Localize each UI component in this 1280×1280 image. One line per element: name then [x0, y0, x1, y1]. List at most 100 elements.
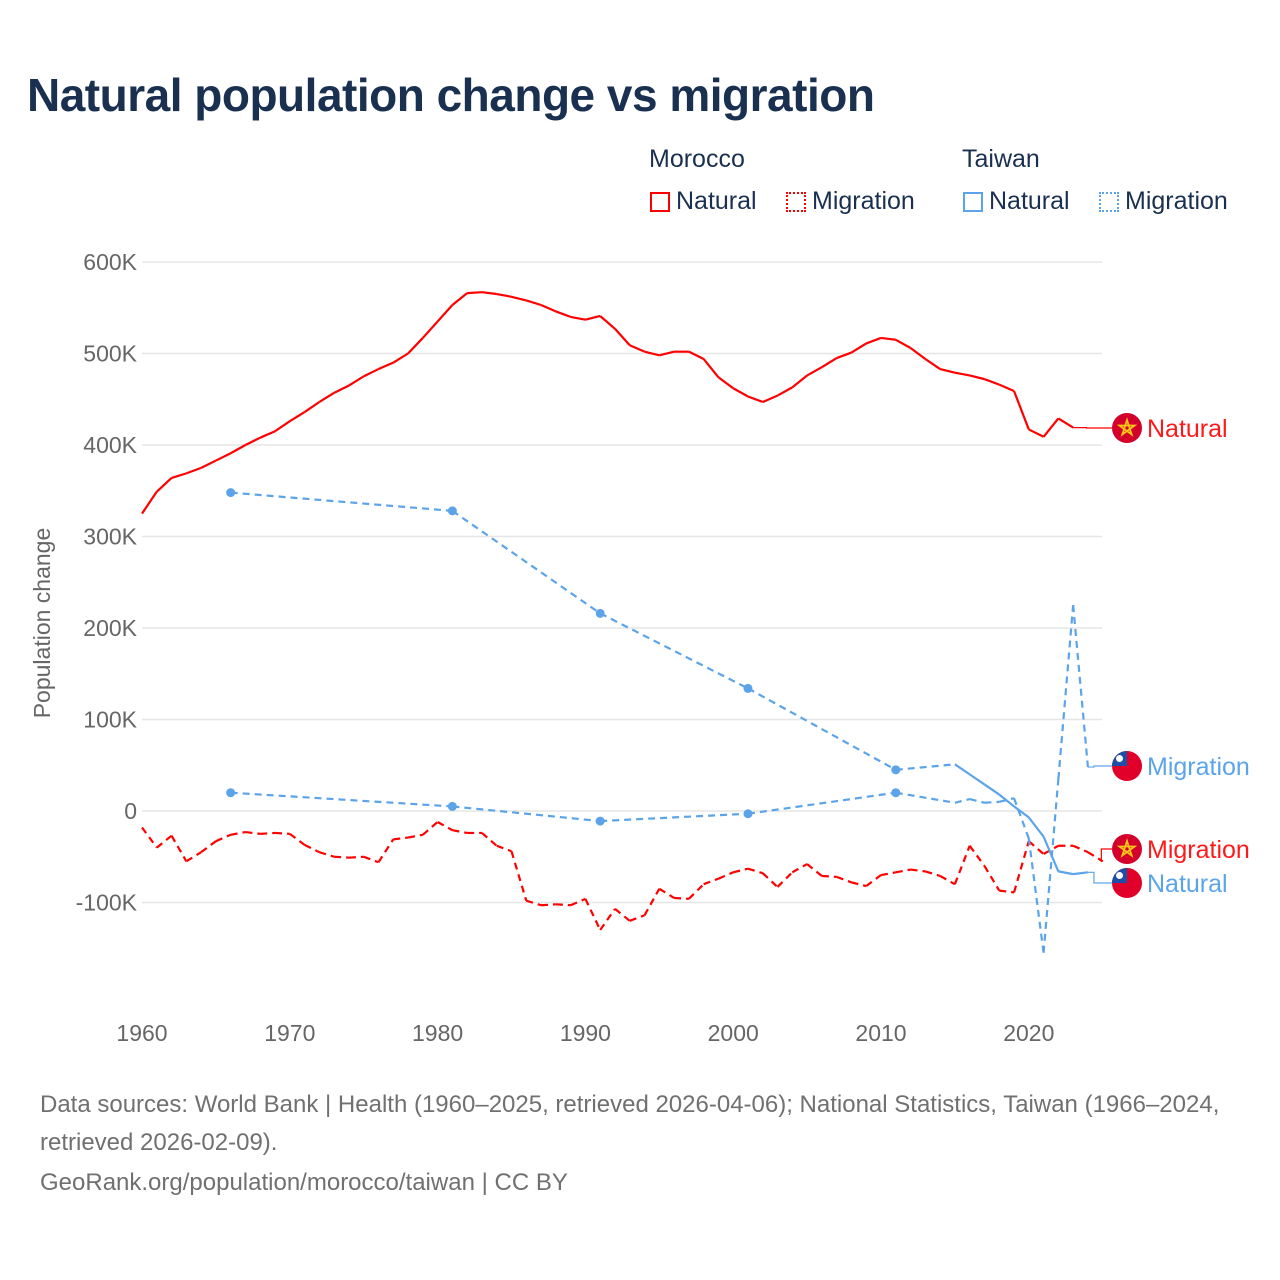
line-segment [555, 310, 572, 318]
line-segment [688, 883, 705, 900]
line-segment [348, 375, 365, 387]
line-segment [422, 821, 439, 836]
line-segment [363, 855, 379, 864]
x-tick-label: 1970 [264, 1020, 315, 1046]
line-segment [481, 291, 497, 296]
line-segment [895, 338, 912, 349]
data-point[interactable] [891, 788, 901, 798]
line-segment [688, 350, 705, 360]
line-segment [924, 358, 941, 370]
line-segment [407, 337, 424, 355]
line-segment [880, 336, 896, 341]
line-segment [850, 342, 867, 354]
line-segment [791, 374, 808, 389]
line-segment [836, 351, 852, 360]
data-point[interactable] [447, 801, 457, 811]
line-segment [644, 350, 660, 357]
line-segment [230, 830, 246, 836]
line-segment [599, 315, 616, 330]
line-segment [909, 347, 926, 360]
line-segment [865, 336, 882, 345]
data-point[interactable] [226, 788, 236, 798]
line-segment [821, 357, 838, 369]
line-segment [525, 899, 542, 907]
line-segment [540, 303, 557, 313]
label-connector [1087, 765, 1112, 768]
legend-swatch-dotted-icon [1099, 191, 1119, 212]
legend-taiwan-migration[interactable]: Migration [1099, 187, 1228, 216]
line-segment [1057, 605, 1075, 780]
line-segment [953, 845, 971, 885]
line-segment [836, 875, 852, 884]
line-segment [303, 401, 320, 413]
line-segment [570, 315, 586, 321]
legend-taiwan-natural[interactable]: Natural [963, 187, 1070, 216]
y-tick-label: 100K [83, 707, 137, 733]
legend-morocco-natural[interactable]: Natural [650, 187, 757, 216]
line-segment [806, 863, 823, 877]
line-segment [215, 452, 232, 462]
line-segment [747, 867, 764, 875]
credit-link[interactable]: GeoRank.org/population/morocco/taiwan | … [40, 1169, 568, 1196]
line-segment [1057, 417, 1074, 429]
series-morocco-migration [141, 821, 1104, 931]
data-point[interactable] [226, 488, 236, 498]
line-segment [260, 831, 276, 835]
data-point[interactable] [743, 683, 753, 693]
line-segment [1072, 844, 1089, 854]
y-tick-label: 500K [83, 341, 137, 367]
line-segment [984, 800, 1000, 804]
line-segment [525, 299, 542, 307]
line-segment [614, 908, 631, 922]
data-point[interactable] [891, 765, 901, 775]
data-point[interactable] [595, 608, 605, 618]
label-connector [1087, 871, 1112, 884]
legend-label: Natural [989, 187, 1070, 215]
line-segment [954, 798, 970, 804]
data-point[interactable] [595, 816, 605, 826]
series-end-label: Migration [1147, 836, 1250, 864]
x-tick-label: 2010 [855, 1020, 906, 1046]
series-end-label: Migration [1147, 753, 1250, 781]
y-tick-label: 400K [83, 432, 137, 458]
line-segment [1012, 840, 1030, 893]
line-segment [555, 903, 571, 907]
legend-morocco-migration[interactable]: Migration [786, 187, 915, 216]
line-segment [393, 836, 409, 841]
line-segment [762, 872, 779, 888]
line-segment [983, 783, 1000, 796]
line-segment [318, 391, 335, 403]
line-segment [747, 791, 896, 815]
line-segment [895, 868, 911, 874]
line-segment [584, 898, 602, 931]
line-segment [1028, 428, 1045, 438]
line-segment [1043, 844, 1059, 855]
line-segment [643, 888, 661, 916]
legend-group-morocco: Morocco [649, 145, 745, 173]
line-segment [496, 292, 512, 298]
line-segment [732, 867, 749, 874]
data-point[interactable] [743, 809, 753, 819]
line-segment [732, 387, 749, 398]
data-sources: Data sources: World Bank | Health (1960–… [40, 1091, 1220, 1156]
morocco-flag-icon [1112, 413, 1142, 443]
line-segment [333, 384, 350, 394]
line-segment [851, 881, 867, 888]
line-segment [776, 871, 794, 888]
line-segment [910, 868, 926, 873]
data-point[interactable] [447, 506, 457, 516]
line-segment [392, 352, 409, 364]
line-segment [702, 358, 720, 378]
line-segment [629, 344, 645, 353]
line-segment [452, 829, 468, 835]
line-segment [1012, 390, 1030, 430]
label-connector [1100, 848, 1112, 862]
line-segment [170, 835, 188, 862]
y-axis-label: Population change [29, 528, 55, 719]
legend-swatch-dotted-icon [786, 191, 806, 212]
line-segment [215, 833, 232, 843]
line-segment [274, 831, 290, 835]
line-segment [895, 791, 956, 804]
y-tick-label: 0 [124, 798, 137, 824]
y-tick-label: 200K [83, 615, 137, 641]
